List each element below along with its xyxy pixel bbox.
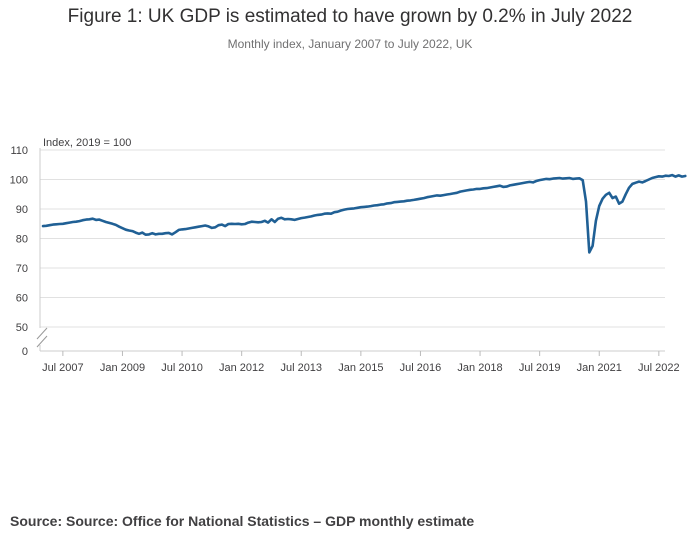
- axis-break-mark: [36, 327, 48, 340]
- x-tick-label: Jul 2016: [400, 362, 442, 374]
- x-axis: Jul 2007 Jan 2009 Jul 2010 Jan 2012 Jul 2013…: [42, 351, 680, 374]
- series-line-gdp-index: [41, 173, 687, 254]
- chart-title: Figure 1: UK GDP is estimated to have gr…: [67, 6, 633, 27]
- y-tick-label: 60: [16, 293, 28, 305]
- y-tick-label: 80: [16, 234, 28, 246]
- x-tick-label: Jul 2010: [161, 362, 203, 374]
- x-tick-label: Jan 2015: [338, 362, 383, 374]
- y-tick-label: 90: [16, 204, 28, 216]
- y-tick-label: 100: [10, 175, 28, 187]
- y-tick-label: 110: [10, 145, 28, 157]
- series-layer: [41, 173, 687, 254]
- x-tick-label: Jan 2009: [100, 362, 145, 374]
- y-tick-label: 50: [16, 322, 28, 334]
- x-tick-label: Jan 2012: [219, 362, 264, 374]
- x-tick-label: Jul 2022: [638, 362, 680, 374]
- chart-subtitle: Monthly index, January 2007 to July 2022…: [227, 37, 473, 51]
- y-axis: 0 50 60 70 80 90 100 110: [10, 145, 28, 358]
- x-tick-label: Jul 2007: [42, 362, 84, 374]
- axis-break-mark: [36, 335, 48, 348]
- gridlines: [36, 148, 665, 352]
- source-note: Source: Source: Office for National Stat…: [10, 513, 475, 529]
- y-axis-label: Index, 2019 = 100: [43, 137, 131, 149]
- x-tick-label: Jul 2019: [519, 362, 561, 374]
- y-tick-label: 0: [22, 346, 28, 358]
- x-tick-label: Jul 2013: [280, 362, 322, 374]
- x-tick-label: Jan 2018: [457, 362, 502, 374]
- x-tick-label: Jan 2021: [577, 362, 622, 374]
- y-tick-label: 70: [16, 263, 28, 275]
